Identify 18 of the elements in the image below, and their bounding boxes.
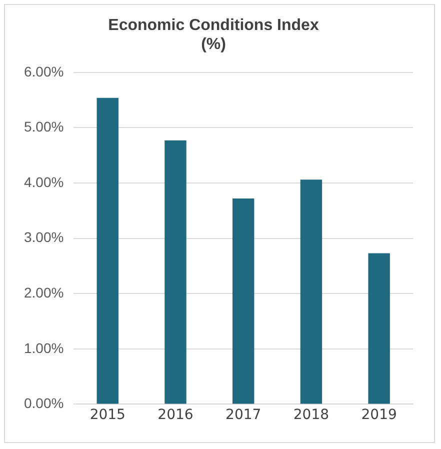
y-tick-label: 2.00% — [24, 284, 64, 300]
bar — [96, 98, 118, 404]
bar — [232, 198, 254, 404]
chart-title: Economic Conditions Index (%) — [108, 17, 319, 54]
y-tick-label: 6.00% — [24, 63, 64, 80]
x-tick-label: 2016 — [158, 407, 194, 424]
y-tick-label: 4.00% — [24, 174, 64, 190]
x-tick-label: 2019 — [361, 407, 397, 424]
x-tick-label: 2017 — [226, 407, 262, 424]
x-tick-label: 2015 — [90, 407, 126, 424]
bar — [300, 180, 322, 404]
bar — [164, 140, 186, 404]
x-tick-label: 2018 — [293, 407, 330, 424]
bar — [368, 253, 390, 404]
y-tick-label: 5.00% — [24, 118, 64, 135]
y-tick-label: 1.00% — [24, 340, 64, 356]
y-tick-label: 0.00% — [24, 395, 64, 412]
y-tick-label: 3.00% — [24, 229, 64, 246]
